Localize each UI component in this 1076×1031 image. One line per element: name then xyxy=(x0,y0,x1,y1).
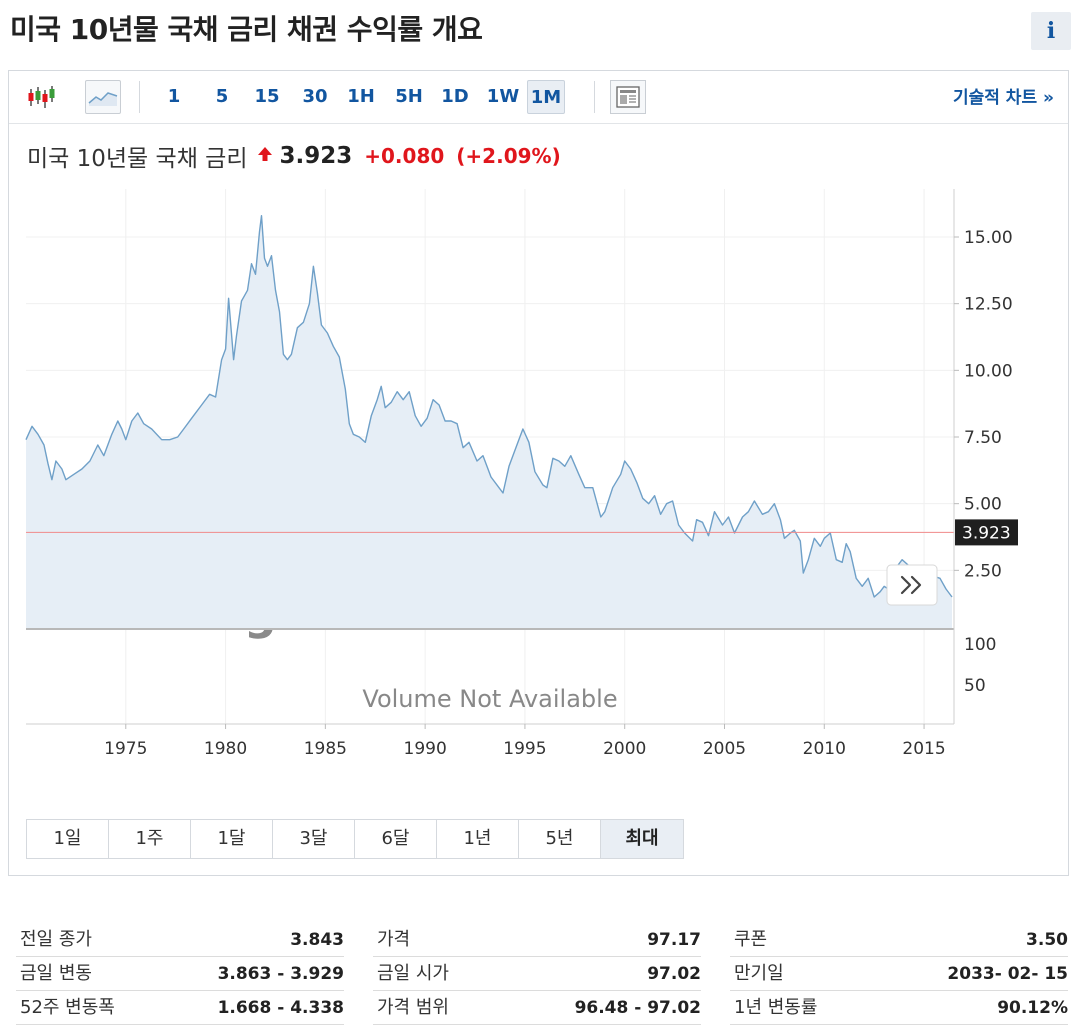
candlestick-icon[interactable] xyxy=(23,80,59,114)
price-change: +0.080 xyxy=(364,144,445,168)
y-tick-label: 15.00 xyxy=(964,228,1013,248)
technical-chart-link[interactable]: 기술적 차트 » xyxy=(952,88,1054,108)
stat-value: 2033- 02- 15 xyxy=(947,964,1068,984)
instrument-name: 미국 10년물 국채 금리 xyxy=(27,146,248,172)
stat-value: 97.02 xyxy=(647,964,701,984)
interval-5[interactable]: 5 xyxy=(215,86,229,107)
stat-label: 1년 변동률 xyxy=(734,997,818,1018)
stat-row: 금일 시가 97.02 xyxy=(373,958,701,991)
volume-note: Volume Not Available xyxy=(362,685,617,713)
x-tick-label: 2015 xyxy=(902,739,945,759)
stat-value: 90.12% xyxy=(997,998,1068,1018)
stat-value: 1.668 - 4.338 xyxy=(217,998,344,1018)
stat-label: 금일 변동 xyxy=(20,963,92,984)
stat-value: 97.17 xyxy=(647,930,701,950)
interval-1d[interactable]: 1D xyxy=(441,86,469,107)
x-tick-label: 1975 xyxy=(104,739,147,759)
current-value-tag xyxy=(955,519,1018,546)
x-tick-label: 1985 xyxy=(304,739,347,759)
stat-value: 3.50 xyxy=(1026,930,1068,950)
chart-toolbar: 1 5 15 30 1H 5H 1D 1W 1M 기술적 차트 » xyxy=(9,71,1068,124)
toolbar-separator xyxy=(139,81,140,113)
interval-30[interactable]: 30 xyxy=(302,86,328,107)
chart-panel: 1 5 15 30 1H 5H 1D 1W 1M 기술적 차트 » 미국 10년물 국채 금리 … xyxy=(8,70,1069,876)
stat-row: 1년 변동률 90.12% xyxy=(730,992,1068,1025)
stat-value: 96.48 - 97.02 xyxy=(574,998,701,1018)
yield-chart[interactable]: Investing.com15.0012.5010.007.505.002.50… xyxy=(9,189,1068,809)
range-tab-6[interactable]: 5년 xyxy=(519,820,601,858)
up-arrow-icon xyxy=(257,146,273,166)
area-chart-icon[interactable] xyxy=(85,80,121,114)
x-tick-label: 2000 xyxy=(603,739,646,759)
y-tick-label: 5.00 xyxy=(964,495,1002,515)
x-tick-label: 1980 xyxy=(204,739,247,759)
interval-15[interactable]: 15 xyxy=(254,86,280,107)
range-tab-4[interactable]: 6달 xyxy=(355,820,437,858)
info-button[interactable]: i xyxy=(1031,12,1071,50)
page-title: 미국 10년물 국채 금리 채권 수익률 개요 xyxy=(10,13,483,46)
volume-tick-label: 50 xyxy=(964,676,986,696)
range-tab-1[interactable]: 1주 xyxy=(109,820,191,858)
stat-label: 쿠폰 xyxy=(734,929,768,950)
stat-label: 전일 종가 xyxy=(20,929,92,950)
interval-5h[interactable]: 5H xyxy=(395,86,423,107)
scroll-forward-button[interactable] xyxy=(886,564,938,606)
stat-row: 가격 범위 96.48 - 97.02 xyxy=(373,992,701,1025)
stat-label: 52주 변동폭 xyxy=(20,997,115,1018)
stat-row: 가격 97.17 xyxy=(373,924,701,957)
series-area xyxy=(26,215,952,629)
volume-tick-label: 100 xyxy=(964,635,996,655)
news-panel-icon[interactable] xyxy=(610,80,646,114)
stat-row: 만기일 2033- 02- 15 xyxy=(730,958,1068,991)
y-tick-label: 7.50 xyxy=(964,428,1002,448)
series-line xyxy=(25,215,953,598)
range-tab-5[interactable]: 1년 xyxy=(437,820,519,858)
x-tick-label: 1990 xyxy=(404,739,447,759)
range-tab-7[interactable]: 최대 xyxy=(601,820,683,858)
x-tick-label: 2005 xyxy=(703,739,746,759)
stat-label: 만기일 xyxy=(734,963,784,984)
interval-1[interactable]: 1 xyxy=(167,86,181,107)
interval-1w[interactable]: 1W xyxy=(486,86,520,107)
stat-label: 금일 시가 xyxy=(377,963,449,984)
y-tick-label: 2.50 xyxy=(964,561,1002,581)
x-tick-label: 2010 xyxy=(803,739,846,759)
stat-row: 금일 변동 3.863 - 3.929 xyxy=(16,958,344,991)
interval-1m[interactable]: 1M xyxy=(527,80,565,114)
range-tab-0[interactable]: 1일 xyxy=(27,820,109,858)
stat-row: 전일 종가 3.843 xyxy=(16,924,344,957)
price-change-percent: (+2.09%) xyxy=(456,144,561,168)
time-range-selector: 1일 1주 1달 3달 6달 1년 5년 최대 xyxy=(26,819,684,859)
stat-row: 쿠폰 3.50 xyxy=(730,924,1068,957)
y-tick-label: 12.50 xyxy=(964,295,1013,315)
stat-label: 가격 범위 xyxy=(377,997,449,1018)
stat-label: 가격 xyxy=(377,929,411,950)
interval-1h[interactable]: 1H xyxy=(347,86,375,107)
toolbar-separator xyxy=(594,81,595,113)
range-tab-3[interactable]: 3달 xyxy=(273,820,355,858)
range-tab-2[interactable]: 1달 xyxy=(191,820,273,858)
current-value-label: 3.923 xyxy=(962,523,1011,543)
x-tick-label: 1995 xyxy=(503,739,546,759)
stat-value: 3.863 - 3.929 xyxy=(217,964,344,984)
stat-row: 52주 변동폭 1.668 - 4.338 xyxy=(16,992,344,1025)
last-price: 3.923 xyxy=(279,143,353,169)
quote-summary: 미국 10년물 국채 금리 3.923 +0.080 (+2.09%) xyxy=(27,141,561,172)
double-chevron-right-icon[interactable] xyxy=(900,575,922,595)
stat-value: 3.843 xyxy=(290,930,344,950)
y-tick-label: 10.00 xyxy=(964,361,1013,381)
